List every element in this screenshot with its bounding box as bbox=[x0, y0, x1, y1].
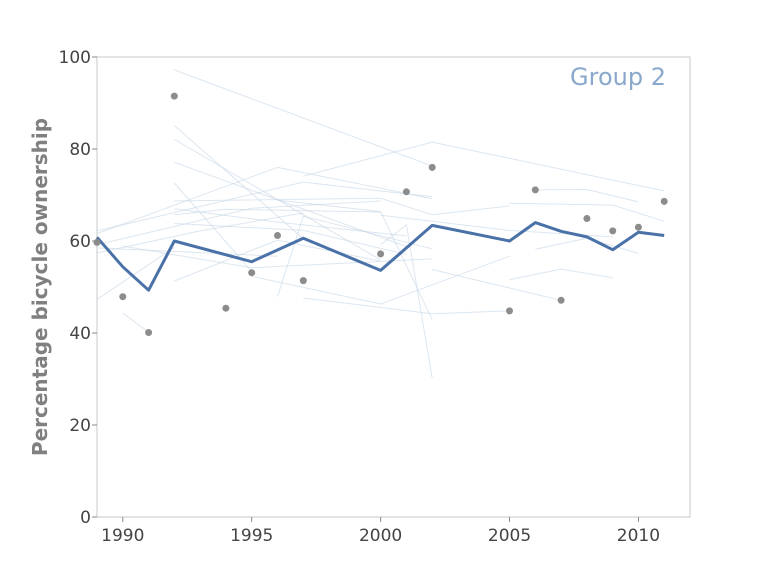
background-series-line bbox=[277, 199, 433, 320]
x-tick-label: 2000 bbox=[359, 526, 402, 546]
data-point bbox=[531, 186, 539, 194]
background-series-line bbox=[432, 269, 562, 301]
plot-frame bbox=[96, 56, 691, 518]
x-tick-label: 2010 bbox=[617, 526, 660, 546]
background-series-line bbox=[174, 239, 381, 282]
x-tick-label: 1990 bbox=[101, 526, 144, 546]
background-series-line bbox=[303, 141, 665, 192]
background-series-line bbox=[96, 200, 381, 246]
data-point bbox=[583, 215, 591, 222]
background-series-line bbox=[122, 312, 149, 333]
background-series-group bbox=[96, 69, 665, 379]
background-series-line bbox=[96, 247, 278, 257]
background-series-line bbox=[96, 166, 433, 235]
background-series-line bbox=[96, 212, 304, 254]
background-series-line bbox=[535, 188, 639, 203]
data-point bbox=[93, 238, 101, 246]
data-point bbox=[274, 232, 281, 239]
background-series-line bbox=[174, 69, 433, 167]
background-series-line bbox=[277, 215, 433, 297]
background-series-line bbox=[303, 297, 510, 315]
data-point bbox=[506, 307, 513, 315]
data-point bbox=[222, 304, 230, 312]
background-series-line bbox=[173, 182, 253, 272]
y-tick-label: 60 bbox=[69, 232, 91, 252]
data-point bbox=[170, 92, 178, 100]
data-point bbox=[660, 197, 668, 205]
background-series-line bbox=[174, 208, 381, 216]
y-tick-label: 80 bbox=[69, 140, 91, 160]
y-tick-label: 20 bbox=[69, 416, 91, 436]
background-series-line bbox=[509, 268, 613, 281]
y-tick-label: 100 bbox=[59, 48, 91, 68]
x-tick-label: 1995 bbox=[230, 526, 273, 546]
points-group bbox=[93, 92, 668, 336]
data-point bbox=[402, 188, 410, 196]
group-annotation: Group 2 bbox=[570, 63, 666, 91]
data-point bbox=[145, 329, 153, 336]
mean-series-line bbox=[95, 221, 665, 292]
background-series-line bbox=[96, 246, 175, 300]
background-series-line bbox=[174, 223, 407, 255]
y-axis: 0 20 40 60 80 100 bbox=[59, 48, 97, 528]
data-point bbox=[557, 296, 565, 304]
background-series-line bbox=[96, 181, 433, 232]
data-point bbox=[428, 163, 436, 171]
data-point bbox=[248, 269, 256, 277]
mean-series-group bbox=[95, 221, 665, 292]
data-point bbox=[609, 227, 617, 235]
background-series-line bbox=[251, 255, 510, 305]
background-series-line bbox=[174, 197, 510, 216]
background-series-line bbox=[122, 245, 433, 269]
background-series-line bbox=[509, 202, 665, 222]
data-point bbox=[377, 250, 385, 258]
y-tick-label: 0 bbox=[80, 508, 91, 528]
y-tick-label: 40 bbox=[69, 324, 91, 344]
x-tick-label: 2005 bbox=[488, 526, 531, 546]
data-point bbox=[299, 277, 307, 285]
x-axis: 1990 1995 2000 2005 2010 bbox=[101, 517, 660, 546]
data-point bbox=[119, 293, 127, 301]
data-point bbox=[634, 223, 642, 231]
y-axis-label: Percentage bicycle ownership bbox=[28, 118, 52, 456]
